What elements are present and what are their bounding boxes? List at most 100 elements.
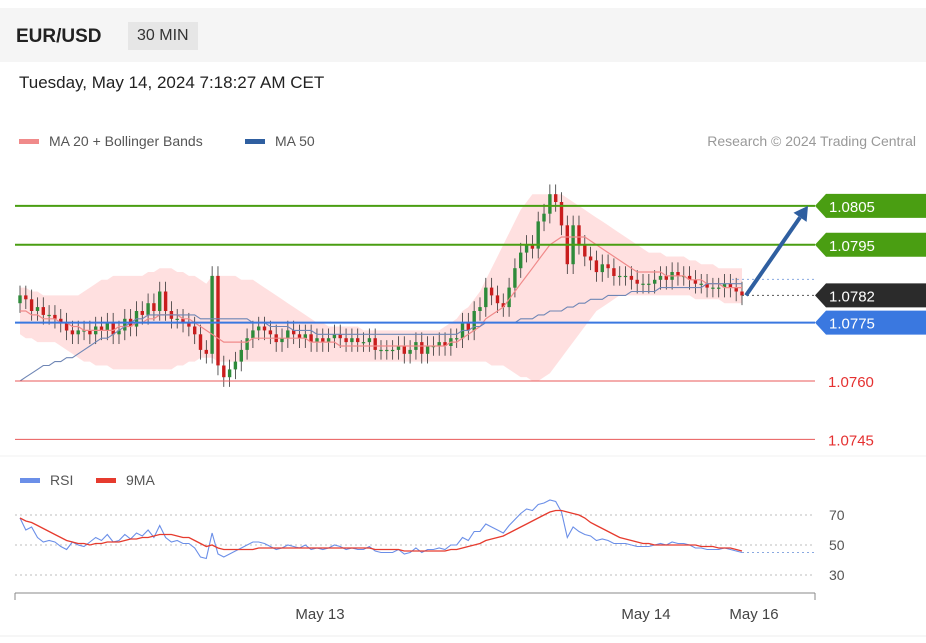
candle: [187, 322, 191, 327]
candle: [216, 275, 220, 366]
candle: [472, 311, 476, 331]
ma20-swatch-icon: [19, 138, 39, 144]
candle: [146, 303, 150, 315]
candle: [536, 221, 540, 249]
candle: [647, 283, 651, 285]
level-tag-1.0782: 1.0782: [815, 283, 926, 308]
candle: [618, 275, 622, 278]
candle: [70, 330, 75, 335]
candle: [548, 194, 552, 214]
candle: [158, 291, 162, 311]
candle: [18, 295, 22, 304]
candle: [163, 291, 168, 311]
candle: [268, 330, 273, 335]
level-tag-1.0795: 1.0795: [815, 232, 926, 257]
candle: [396, 346, 401, 350]
ma9-legend-label: 9MA: [126, 472, 155, 488]
candle: [594, 260, 599, 273]
candle: [635, 279, 639, 284]
candle: [687, 275, 692, 280]
candle: [676, 272, 680, 276]
candle: [385, 349, 389, 352]
candle: [612, 268, 616, 276]
candle: [181, 318, 185, 323]
candle: [501, 303, 505, 308]
candle: [356, 338, 360, 343]
candle: [280, 338, 284, 343]
candle: [59, 318, 63, 323]
candle: [303, 334, 307, 339]
candle: [292, 330, 296, 335]
candle: [233, 361, 238, 370]
level-tag-text: 1.0782: [829, 288, 875, 305]
level-tag-shape: [815, 232, 926, 257]
level-label-1.0745: 1.0745: [828, 432, 874, 449]
price-panel: [18, 184, 744, 387]
candle: [542, 213, 546, 222]
x-tick-label: May 13: [295, 606, 344, 623]
candle: [484, 287, 488, 308]
candle: [326, 338, 331, 343]
candle: [664, 275, 668, 280]
ma9-legend-swatch-icon: [96, 478, 116, 483]
level-tag-text: 1.0775: [829, 316, 875, 333]
candle: [332, 334, 337, 339]
candle: [588, 256, 593, 261]
timestamp: Tuesday, May 14, 2024 7:18:27 AM CET: [19, 73, 325, 92]
level-label-1.0760: 1.0760: [828, 374, 874, 391]
rsi-legend-swatch-icon: [20, 478, 40, 483]
candle: [344, 338, 348, 343]
rsi-ma9-line: [19, 509, 743, 552]
candle: [554, 194, 558, 202]
candle: [717, 287, 721, 289]
price-levels: 1.0805 1.0795 1.0782 1.0775 1.0760 1.0745: [0, 193, 926, 457]
projection-arrow-shaft: [744, 216, 802, 297]
candle: [420, 342, 424, 354]
candle: [507, 287, 511, 308]
candle: [76, 330, 80, 335]
candle: [193, 326, 197, 335]
level-tag-shape: [815, 193, 926, 218]
candle: [338, 334, 342, 339]
candle: [29, 299, 34, 311]
candle: [198, 334, 203, 350]
candle: [315, 338, 319, 343]
candle: [530, 244, 535, 249]
candle: [495, 295, 500, 304]
projection-arrow-icon: [793, 205, 808, 222]
candle: [402, 346, 406, 354]
candle: [623, 275, 628, 278]
chart-header: EUR/USD 30 MIN: [0, 8, 926, 62]
candle: [577, 225, 581, 245]
rsi-line: [19, 499, 743, 560]
candle: [321, 338, 325, 343]
level-tag-1.0805: 1.0805: [815, 193, 926, 218]
candle: [583, 244, 587, 257]
candle: [227, 369, 232, 378]
timeframe-badge[interactable]: 30 MIN: [128, 22, 198, 50]
candle: [262, 326, 267, 331]
candle: [47, 314, 51, 317]
x-tick-label: May 16: [729, 606, 778, 623]
candle: [600, 264, 604, 273]
candle: [658, 275, 663, 280]
candle: [222, 365, 226, 378]
candle: [606, 264, 610, 269]
ma50-line: [19, 283, 742, 382]
symbol-label: EUR/USD: [16, 26, 102, 47]
candle: [24, 295, 28, 300]
candle: [350, 338, 354, 343]
time-axis: May 13 May 14 May 16: [0, 592, 926, 637]
candle: [53, 314, 57, 319]
candle: [740, 291, 744, 296]
rsi-panel: RSI 9MA 70 50 30: [15, 472, 845, 583]
legend-ma50: MA 50: [245, 133, 315, 149]
candle: [513, 268, 517, 288]
candle: [379, 349, 383, 352]
candle: [443, 342, 447, 346]
candle: [734, 287, 738, 292]
rsi-tick-70: 70: [829, 507, 845, 523]
candle: [105, 322, 109, 331]
research-credit: Research © 2024 Trading Central: [707, 133, 916, 149]
